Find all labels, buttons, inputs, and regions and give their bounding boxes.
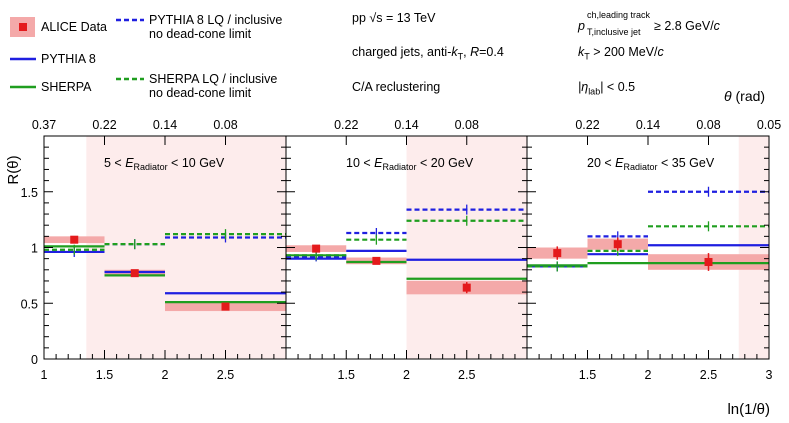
y-tick-label: 0 <box>31 353 38 367</box>
panel-label: 10 < ERadiator < 20 GeV <box>346 156 474 172</box>
top-tick-label: 0.22 <box>334 118 358 132</box>
data-point <box>221 302 230 311</box>
top-tick-label: 0.14 <box>394 118 418 132</box>
top-tick-label: 0.22 <box>92 118 116 132</box>
data-point <box>553 249 562 258</box>
data-point <box>704 257 713 266</box>
x-axis-label: ln(1/θ) <box>727 401 770 418</box>
top-tick-label: 0.08 <box>455 118 479 132</box>
legend-marker-alice <box>19 23 27 31</box>
y-tick-label: 0.5 <box>21 297 38 311</box>
panel-3: 1.5 2 2.5 3 0.22 0.14 0.08 0.05 20 < ERadiator <… <box>526 118 781 382</box>
data-point <box>70 235 79 244</box>
info-cut-kt: kT > 200 MeV/c <box>578 45 664 62</box>
top-tick-label: 0.37 <box>32 118 56 132</box>
panel-2: 1.5 2 2.5 0.22 0.14 0.08 10 < ERadiator < 20 G… <box>285 118 528 382</box>
legend-label-pythia: PYTHIA 8 <box>41 52 96 66</box>
legend-label-sherpa-lq: SHERPA LQ / inclusive no dead-cone limit <box>149 72 278 100</box>
data-point <box>462 283 471 292</box>
x-tick-label: 1.5 <box>338 368 355 382</box>
x-tick-label: 2 <box>162 368 169 382</box>
x-tick-label: 2 <box>403 368 410 382</box>
data-point <box>312 244 321 253</box>
info-cut-eta: |ηlab| < 0.5 <box>578 80 636 97</box>
panel-1: 1 1.5 2 2.5 0.37 0.22 0.14 0.08 5 < ERadiator < … <box>32 118 287 382</box>
panel-label: 5 < ERadiator < 10 GeV <box>104 156 225 172</box>
top-tick-label: 0.14 <box>636 118 660 132</box>
top-tick-label: 0.05 <box>757 118 781 132</box>
data-point <box>372 256 381 265</box>
info-collision: pp √s = 13 TeV <box>352 11 436 25</box>
y-tick-label: 1.5 <box>21 186 38 200</box>
y-tick-label: 1 <box>31 242 38 256</box>
x-tick-label: 2.5 <box>217 368 234 382</box>
x-tick-label: 1 <box>41 368 48 382</box>
top-tick-label: 0.08 <box>696 118 720 132</box>
top-tick-label: 0.14 <box>153 118 177 132</box>
legend-label-alice: ALICE Data <box>41 20 108 34</box>
top-tick-label: 0.22 <box>575 118 599 132</box>
info-reclustering: C/A reclustering <box>352 80 441 94</box>
panel-label: 20 < ERadiator < 35 GeV <box>587 156 715 172</box>
shaded-region <box>406 136 527 359</box>
legend-label-sherpa: SHERPA <box>41 80 92 94</box>
top-axis-label: θ (rad) <box>724 88 766 104</box>
info-jets: charged jets, anti-kT, R=0.4 <box>352 45 504 62</box>
legend-label-pythia-lq: PYTHIA 8 LQ / inclusive no dead-cone limi… <box>149 13 283 41</box>
x-tick-label: 2.5 <box>458 368 475 382</box>
x-tick-label: 2.5 <box>700 368 717 382</box>
data-point <box>130 269 139 278</box>
top-tick-label: 0.08 <box>213 118 237 132</box>
y-axis-label: R(θ) <box>5 155 22 184</box>
shaded-region <box>86 136 286 359</box>
x-tick-label: 1.5 <box>96 368 113 382</box>
x-tick-label: 1.5 <box>579 368 596 382</box>
x-tick-label: 2 <box>645 368 652 382</box>
x-tick-label: 3 <box>766 368 773 382</box>
data-point <box>613 240 622 249</box>
